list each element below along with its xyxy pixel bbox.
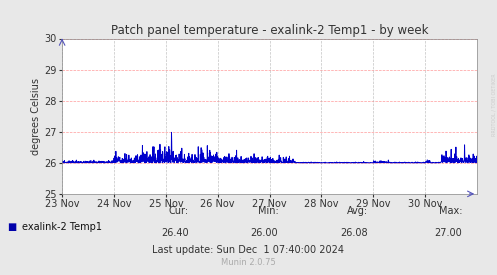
Text: 26.40: 26.40: [161, 229, 189, 238]
Text: 27.00: 27.00: [434, 229, 462, 238]
Text: 26.00: 26.00: [250, 229, 278, 238]
Text: Max:: Max:: [439, 207, 462, 216]
Text: ■: ■: [7, 222, 17, 232]
Text: Min:: Min:: [257, 207, 278, 216]
Text: Last update: Sun Dec  1 07:40:00 2024: Last update: Sun Dec 1 07:40:00 2024: [153, 245, 344, 255]
Text: 26.08: 26.08: [340, 229, 368, 238]
Text: exalink-2 Temp1: exalink-2 Temp1: [22, 222, 102, 232]
Y-axis label: degrees Celsius: degrees Celsius: [31, 78, 41, 155]
Text: Cur:: Cur:: [169, 207, 189, 216]
Text: Avg:: Avg:: [346, 207, 368, 216]
Text: Munin 2.0.75: Munin 2.0.75: [221, 258, 276, 267]
Title: Patch panel temperature - exalink-2 Temp1 - by week: Patch panel temperature - exalink-2 Temp…: [111, 24, 428, 37]
Text: RRDTOOL / TOBI OETIKER: RRDTOOL / TOBI OETIKER: [491, 73, 496, 136]
